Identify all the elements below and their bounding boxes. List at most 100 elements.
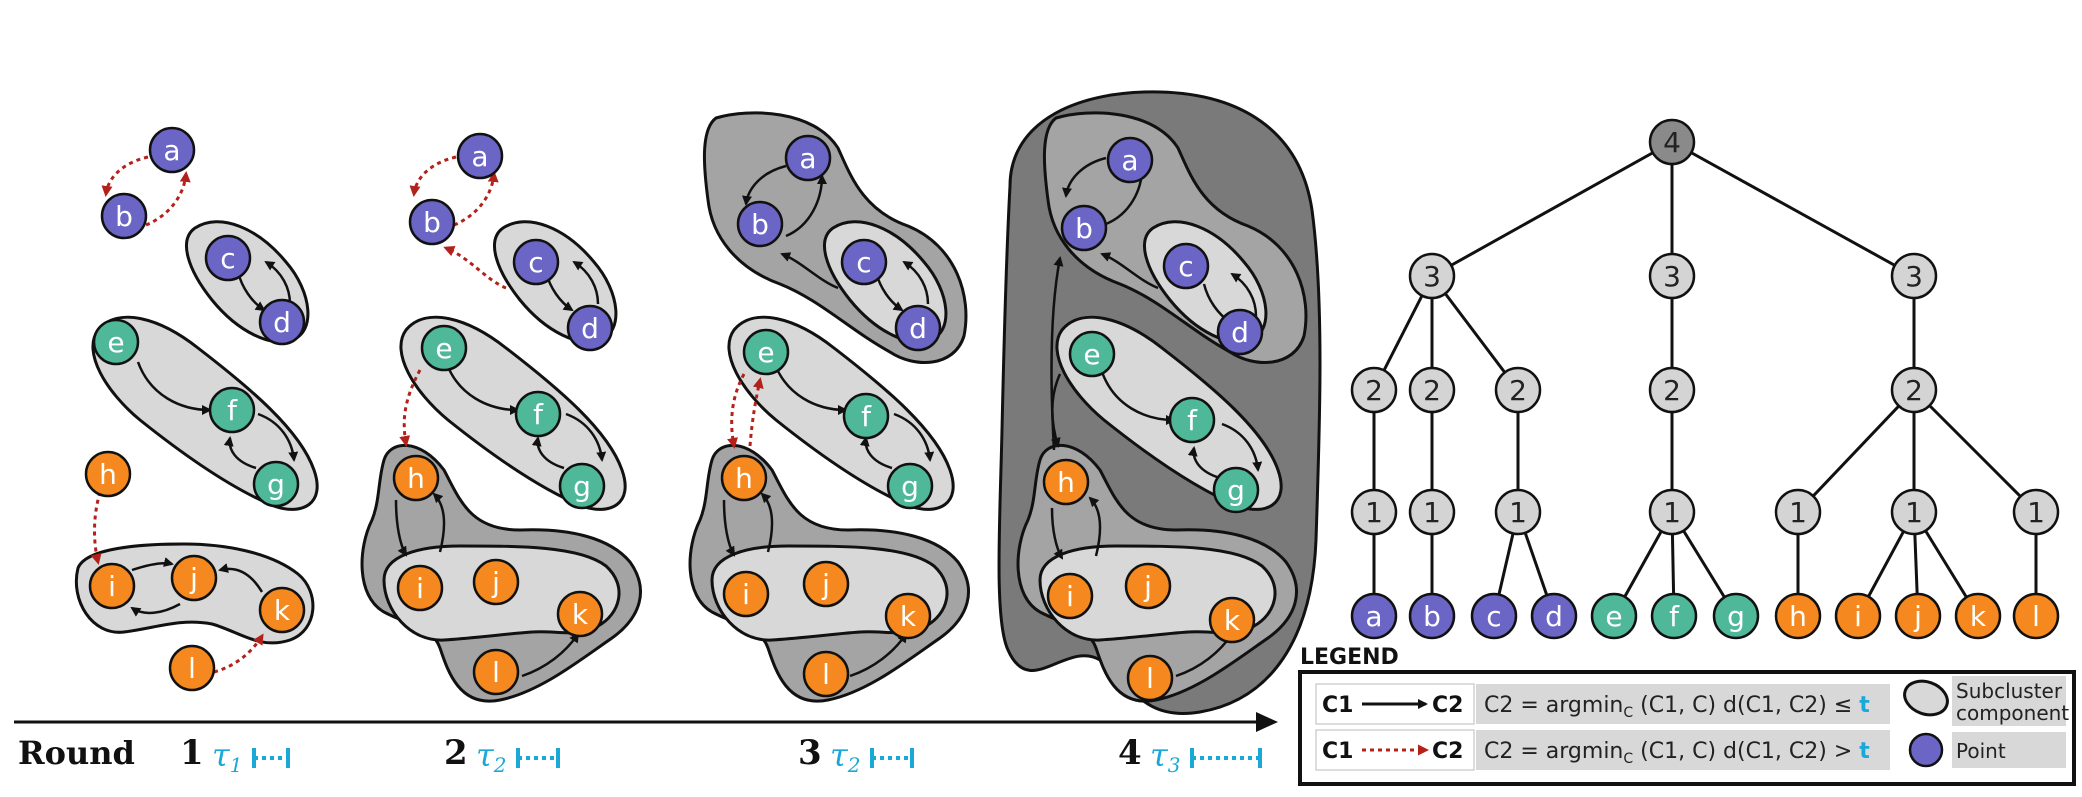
arrow-l-k [213, 633, 264, 674]
tree-level2-node-label: 2 [1509, 374, 1527, 407]
r1-point-f: f [208, 386, 256, 434]
tree-level2-node-label: 2 [1905, 374, 1923, 407]
r3-point-c-label: c [856, 246, 871, 279]
tree-leaf-c-label: c [1486, 600, 1501, 633]
tree-leaf-a-label: a [1365, 600, 1382, 633]
tree-leaf-b-label: b [1423, 600, 1441, 633]
tree-leaf-l: l [2012, 592, 2060, 640]
tree-edge [1430, 275, 1520, 391]
r2-point-f-label: f [533, 398, 544, 431]
r3-point-i: i [722, 570, 770, 618]
round-4-panel: a b c d e f g h i j k l [997, 90, 1322, 715]
arrow-c-b-r2 [443, 246, 507, 290]
r1-point-h: h [84, 450, 132, 498]
legend: LEGEND C1 C2 C2 = argminC (C1, C) d(C1, … [1298, 645, 2076, 786]
r3-point-i-label: i [742, 578, 750, 611]
r4-point-d-label: d [1231, 316, 1249, 349]
tree-root-node-label: 4 [1663, 126, 1681, 159]
tree-leaf-h-label: h [1789, 600, 1807, 633]
tree-level1-node: 1 [1408, 488, 1456, 536]
r1-point-g: g [252, 460, 300, 508]
r4-point-k-label: k [1224, 604, 1241, 637]
r1-point-l: l [168, 644, 216, 692]
r4-point-h: h [1042, 458, 1090, 506]
round-3-number: 3 [798, 733, 822, 773]
tree-level3-node: 3 [1408, 252, 1456, 300]
r4-point-c-label: c [1178, 250, 1193, 283]
r1-point-c-label: c [220, 242, 235, 275]
r3-point-l-label: l [822, 658, 830, 691]
arrow-d-c-r3 [902, 260, 930, 305]
r2-point-k-label: k [572, 598, 589, 631]
r1-point-j-label: j [189, 562, 198, 595]
tree-level2-node-label: 2 [1365, 374, 1383, 407]
hierarchy-tree: 4 3 3 3 2 2 2 2 2 1 1 1 1 1 1 1 a b c d e f g h i j k l [1350, 118, 2060, 640]
r4-point-l: l [1126, 654, 1174, 702]
tree-level2-node: 2 [1648, 366, 1696, 414]
r4-point-j: j [1124, 562, 1172, 610]
r4-point-g: g [1212, 466, 1260, 514]
tree-level1-node-label: 1 [1509, 496, 1527, 529]
r3-point-b-label: b [751, 208, 769, 241]
tree-level2-node: 2 [1408, 366, 1456, 414]
round-2-threshold-bar [516, 748, 560, 768]
r2-point-l: l [472, 648, 520, 696]
r1-point-d-label: d [273, 306, 291, 339]
tree-leaf-h: h [1774, 592, 1822, 640]
r4-point-b: b [1060, 204, 1108, 252]
r2-point-j-label: j [491, 566, 500, 599]
r2-point-d-label: d [581, 312, 599, 345]
r3-point-f-label: f [861, 400, 872, 433]
tree-leaf-e: e [1590, 592, 1638, 640]
r3-point-k: k [884, 592, 932, 640]
tree-leaf-j: j [1894, 592, 1942, 640]
arrow-f-g-r2 [565, 412, 607, 462]
tree-level1-node: 1 [2012, 488, 2060, 536]
tree-level2-node: 2 [1890, 366, 1938, 414]
arrow-a-b-r4 [1062, 156, 1107, 198]
arrow-l-k-r3 [849, 632, 908, 678]
arrow-b-a [145, 171, 191, 227]
r4-point-f-label: f [1187, 404, 1198, 437]
arrow-a-b-r2 [409, 155, 457, 197]
arrow-j-h-r3 [760, 492, 774, 553]
r1-point-b-label: b [115, 200, 133, 233]
r4-point-f: f [1168, 396, 1216, 444]
r3-point-g-label: g [901, 470, 919, 503]
r1-point-l-label: l [188, 652, 196, 685]
arrow-h-i-r2 [394, 499, 408, 557]
tree-leaf-b: b [1408, 592, 1456, 640]
legend-row1-formula: C2 = argminC (C1, C) d(C1, C2) ≤ t [1484, 693, 1870, 721]
arrow-i-j [131, 557, 174, 572]
r4-point-e: e [1068, 330, 1116, 378]
legend-row1-to: C2 [1432, 693, 1463, 718]
r2-point-b: b [408, 198, 456, 246]
tree-level2-node-label: 2 [1423, 374, 1441, 407]
round-2-panel: ab c d e f g h i j k l [360, 132, 642, 703]
round-4-number: 4 [1118, 733, 1142, 773]
arrow-h-i-r4 [1050, 507, 1064, 560]
arrow-b-a-r2 [453, 171, 499, 227]
tree-level1-node: 1 [1648, 488, 1696, 536]
r4-point-d: d [1216, 308, 1264, 356]
tree-level3-node-label: 3 [1663, 260, 1681, 293]
r2-point-j: j [472, 558, 520, 606]
component-e-f-g-r4 [1055, 315, 1283, 511]
r3-point-d-label: d [909, 312, 927, 345]
tree-level3-node: 3 [1890, 252, 1938, 300]
round-2-tau: τ2 [476, 736, 506, 777]
tree-leaf-c: c [1470, 592, 1518, 640]
r3-point-e: e [742, 328, 790, 376]
r1-point-j: j [170, 554, 218, 602]
arrow-g-f [223, 436, 257, 470]
legend-row1-from: C1 [1322, 693, 1353, 718]
tree-leaf-i: i [1834, 592, 1882, 640]
r3-point-c: c [840, 238, 888, 286]
r2-point-b-label: b [423, 206, 441, 239]
arrow-g-f-r4 [1187, 446, 1221, 480]
r2-point-h-label: h [407, 462, 425, 495]
arrow-a-b [101, 155, 149, 197]
arrow-d-c [264, 260, 292, 305]
tree-leaf-e-label: e [1605, 600, 1622, 633]
tree-level1-node-label: 1 [2027, 496, 2045, 529]
